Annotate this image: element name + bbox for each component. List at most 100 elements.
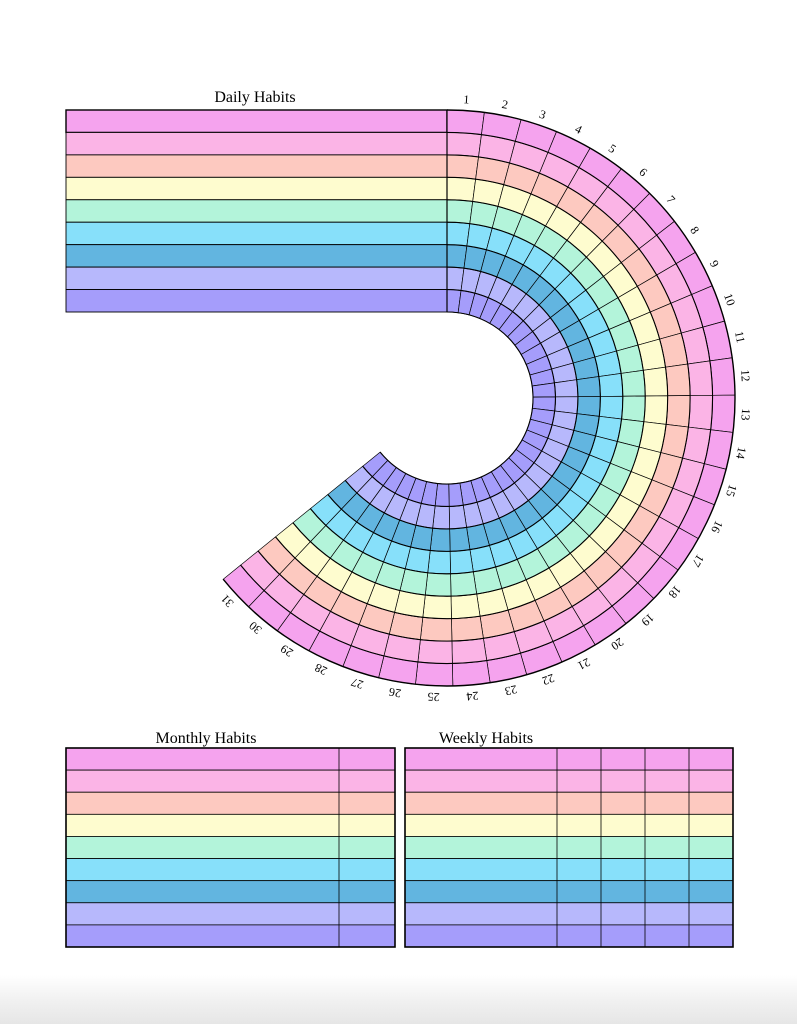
daily-ring-line bbox=[222, 109, 736, 687]
day-number-label: 16 bbox=[708, 518, 726, 535]
daily-habit-cell[interactable] bbox=[665, 363, 691, 397]
day-number-label: 12 bbox=[738, 369, 753, 382]
daily-habit-cell[interactable] bbox=[687, 394, 713, 431]
weekly-habit-row[interactable] bbox=[404, 813, 734, 837]
daily-habit-cell[interactable] bbox=[687, 360, 713, 396]
weekly-habit-row[interactable] bbox=[404, 836, 734, 859]
day-number-label: 9 bbox=[707, 258, 722, 270]
day-number-label: 8 bbox=[687, 224, 702, 237]
day-number-label: 29 bbox=[278, 642, 296, 660]
daily-habit-cell[interactable] bbox=[422, 594, 452, 619]
daily-habit-band[interactable] bbox=[65, 221, 448, 246]
daily-habit-cell[interactable] bbox=[446, 154, 479, 180]
daily-ring-line bbox=[362, 289, 556, 507]
daily-habit-cell[interactable] bbox=[432, 505, 451, 530]
monthly-habit-row[interactable] bbox=[65, 791, 396, 815]
daily-habit-cell[interactable] bbox=[452, 660, 491, 687]
daily-habit-cell[interactable] bbox=[446, 109, 485, 136]
daily-habit-cell[interactable] bbox=[449, 527, 471, 552]
day-number-label: 13 bbox=[738, 408, 753, 421]
daily-habit-cell[interactable] bbox=[620, 369, 646, 397]
daily-habit-cell[interactable] bbox=[429, 527, 451, 552]
daily-habit-band[interactable] bbox=[65, 266, 448, 291]
day-number-label: 18 bbox=[666, 583, 684, 601]
weekly-habit-row[interactable] bbox=[404, 747, 734, 771]
daily-habit-cell[interactable] bbox=[449, 549, 474, 575]
day-number-label: 10 bbox=[721, 292, 738, 308]
daily-habit-cell[interactable] bbox=[417, 639, 453, 664]
day-number-label: 25 bbox=[427, 690, 440, 705]
monthly-habit-row[interactable] bbox=[65, 924, 396, 948]
daily-habit-cell[interactable] bbox=[621, 395, 646, 423]
daily-habit-cell[interactable] bbox=[448, 504, 467, 530]
daily-habit-band[interactable] bbox=[65, 244, 448, 268]
daily-habit-cell[interactable] bbox=[598, 395, 624, 420]
daily-habit-band[interactable] bbox=[65, 131, 448, 156]
monthly-habit-row[interactable] bbox=[65, 858, 396, 882]
day-number-label: 21 bbox=[575, 655, 592, 673]
daily-ring-line bbox=[309, 221, 624, 575]
monthly-habit-row[interactable] bbox=[65, 902, 396, 926]
monthly-habit-row[interactable] bbox=[65, 836, 396, 859]
daily-habit-cell[interactable] bbox=[446, 176, 477, 202]
monthly-habits-title: Monthly Habits bbox=[156, 730, 257, 747]
daily-habit-cell[interactable] bbox=[424, 572, 452, 597]
daily-ring-line bbox=[379, 311, 534, 485]
day-number-label: 4 bbox=[573, 122, 585, 137]
daily-habit-band[interactable] bbox=[65, 176, 448, 201]
daily-habit-cell[interactable] bbox=[446, 244, 468, 269]
daily-habit-cell[interactable] bbox=[665, 395, 691, 428]
monthly-habit-row[interactable] bbox=[65, 880, 396, 904]
weekly-habits-title: Weekly Habits bbox=[439, 730, 533, 747]
daily-habit-cell[interactable] bbox=[446, 199, 474, 225]
daily-habit-cell[interactable] bbox=[451, 615, 484, 642]
monthly-habit-row[interactable] bbox=[65, 747, 396, 771]
daily-habit-cell[interactable] bbox=[643, 395, 669, 425]
day-number-label: 2 bbox=[501, 97, 510, 112]
daily-habit-band[interactable] bbox=[65, 289, 448, 313]
day-number-label: 28 bbox=[313, 661, 330, 679]
daily-ring-line bbox=[275, 176, 669, 620]
monthly-habit-border bbox=[65, 747, 396, 948]
daily-habit-cell[interactable] bbox=[419, 616, 453, 642]
day-number-label: 20 bbox=[608, 635, 626, 653]
weekly-habit-row[interactable] bbox=[404, 880, 734, 904]
day-number-label: 1 bbox=[463, 92, 470, 106]
daily-habit-cell[interactable] bbox=[710, 394, 736, 433]
day-number-label: 26 bbox=[388, 685, 402, 701]
weekly-habit-row[interactable] bbox=[404, 902, 734, 926]
daily-habit-band[interactable] bbox=[65, 109, 448, 134]
daily-ring-line bbox=[240, 131, 714, 665]
daily-ring-line bbox=[257, 154, 691, 642]
day-number-label: 23 bbox=[504, 682, 519, 698]
weekly-habit-row[interactable] bbox=[404, 858, 734, 882]
daily-habit-cell[interactable] bbox=[450, 593, 481, 619]
weekly-habit-row[interactable] bbox=[404, 791, 734, 815]
daily-habit-cell[interactable] bbox=[446, 132, 482, 158]
daily-habit-band[interactable] bbox=[65, 154, 448, 178]
monthly-habit-row[interactable] bbox=[65, 813, 396, 837]
weekly-habit-row[interactable] bbox=[404, 924, 734, 948]
daily-habit-cell[interactable] bbox=[451, 637, 488, 664]
daily-habit-cell[interactable] bbox=[450, 571, 478, 597]
daily-habit-cell[interactable] bbox=[598, 373, 624, 397]
daily-habit-cell[interactable] bbox=[709, 357, 736, 396]
daily-habit-cell[interactable] bbox=[415, 661, 454, 687]
day-number-label: 7 bbox=[664, 193, 678, 207]
daily-habit-cell[interactable] bbox=[576, 396, 601, 417]
daily-habit-cell[interactable] bbox=[427, 550, 451, 575]
daily-habit-cell[interactable] bbox=[446, 221, 471, 247]
day-number-label: 31 bbox=[218, 592, 236, 610]
weekly-habit-row[interactable] bbox=[404, 769, 734, 793]
monthly-habit-row[interactable] bbox=[65, 769, 396, 793]
daily-habit-cell[interactable] bbox=[576, 376, 601, 398]
daily-habit-cell[interactable] bbox=[642, 366, 669, 397]
daily-habit-cell[interactable] bbox=[553, 379, 579, 398]
monthly-habits-table bbox=[65, 747, 396, 948]
day-number-label: 3 bbox=[538, 107, 548, 122]
daily-habit-band[interactable] bbox=[65, 199, 448, 223]
daily-habits-arc bbox=[222, 109, 736, 687]
daily-ring-line bbox=[327, 244, 601, 552]
